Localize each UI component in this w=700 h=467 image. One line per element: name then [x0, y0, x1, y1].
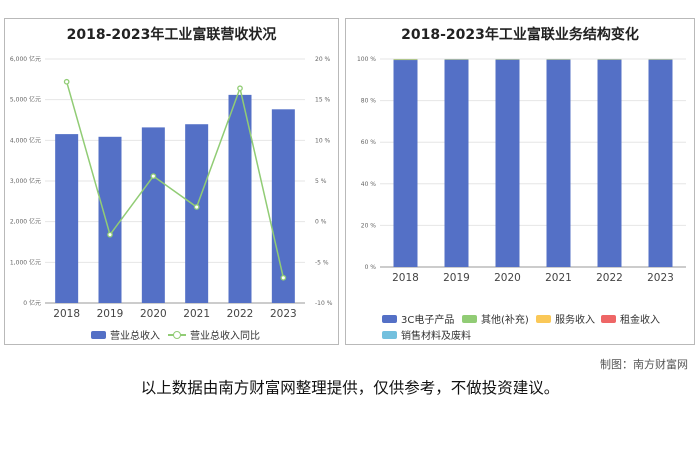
- revenue-chart-panel: 2018-2023年工业富联营收状况 0 亿元 -10 % 1,000 亿元 -5 %…: [4, 18, 339, 345]
- x-tick-label: 2018: [53, 308, 80, 320]
- x-tick-label: 2020: [494, 272, 521, 284]
- bar-revenue: [141, 127, 165, 303]
- y-tick-label: 100 %: [357, 56, 376, 63]
- legend-label-materials: 销售材料及废料: [401, 331, 471, 342]
- point-revenue-yoy: [280, 274, 287, 281]
- legend-swatch-rent: [601, 314, 616, 323]
- bar-segment: [444, 59, 469, 268]
- legend-label-3c: 3C电子产品: [401, 315, 455, 326]
- y-tick-label: 3,000 亿元: [10, 177, 41, 185]
- bar-revenue: [185, 124, 209, 303]
- bar-revenue: [271, 109, 295, 304]
- x-tick-label: 2019: [97, 308, 124, 320]
- bar-revenue: [228, 94, 252, 303]
- structure-chart-title: 2018-2023年工业富联业务结构变化: [401, 27, 639, 43]
- y-tick-label: 1,000 亿元: [10, 258, 41, 266]
- legend-swatch-revenue: [91, 330, 106, 339]
- point-revenue-yoy: [107, 231, 113, 238]
- bar-revenue: [55, 134, 79, 303]
- x-tick-label: 2018: [392, 272, 419, 284]
- legend-label-rent: 租金收入: [620, 315, 660, 326]
- legend-swatch-other: [462, 314, 477, 323]
- legend-swatch-service: [536, 314, 551, 323]
- y-tick-label: 0 %: [365, 264, 377, 271]
- bar-revenue: [98, 136, 122, 303]
- revenue-chart-legend: 营业总收入 营业总收入同比: [5, 327, 338, 342]
- legend-label-service: 服务收入: [555, 315, 595, 326]
- y-tick-label: 0 亿元: [23, 299, 41, 307]
- y-tick-label: 20 %: [361, 222, 377, 229]
- point-revenue-yoy: [150, 173, 157, 179]
- y2-tick-label: 0 %: [315, 219, 327, 226]
- y2-tick-label: -5 %: [315, 259, 329, 266]
- legend-item-revenue[interactable]: 营业总收入: [91, 327, 160, 342]
- x-tick-label: 2022: [227, 308, 254, 320]
- point-revenue-yoy: [237, 85, 243, 92]
- bar-segment: [393, 60, 418, 267]
- bar-segment: [495, 59, 520, 268]
- x-tick-label: 2021: [545, 272, 572, 284]
- x-tick-label: 2021: [183, 308, 210, 320]
- bar-segment: [597, 59, 622, 268]
- y-tick-label: 6,000 亿元: [10, 55, 41, 63]
- x-tick-label: 2019: [443, 272, 470, 284]
- line-revenue-yoy: [65, 81, 285, 278]
- y2-tick-label: 5 %: [315, 178, 327, 185]
- y2-tick-label: 20 %: [315, 56, 331, 63]
- legend-swatch-materials: [382, 330, 397, 339]
- point-revenue-yoy: [193, 204, 200, 210]
- legend-item-3c[interactable]: 3C电子产品: [382, 311, 454, 326]
- y-tick-label: 2,000 亿元: [10, 218, 41, 226]
- revenue-chart-title: 2018-2023年工业富联营收状况: [66, 27, 277, 43]
- x-tick-label: 2023: [270, 308, 297, 320]
- y-tick-label: 40 %: [361, 181, 377, 188]
- legend-swatch-3c: [382, 314, 397, 323]
- legend-item-rent[interactable]: 租金收入: [601, 311, 660, 326]
- revenue-chart-svg: 0 亿元 -10 % 1,000 亿元 -5 % 2,000 亿元 0 % 3,000 亿元…: [10, 55, 333, 320]
- x-tick-label: 2022: [596, 272, 623, 284]
- x-tick-label: 2020: [140, 308, 167, 320]
- x-tick-label: 2023: [647, 272, 674, 284]
- y2-tick-label: 15 %: [315, 97, 331, 104]
- y2-tick-label: -10 %: [315, 300, 333, 307]
- source-note: 制图：南方财富网: [600, 358, 688, 371]
- y-tick-label: 60 %: [361, 139, 377, 146]
- structure-chart-svg: 0 % 20 % 40 % 60 % 80 % 100 % 2018 2019 2020 2021…: [357, 56, 686, 284]
- disclaimer-text: 以上数据由南方财富网整理提供，仅供参考，不做投资建议。: [140, 379, 560, 397]
- point-revenue-yoy: [63, 78, 70, 85]
- legend-label-revenue: 营业总收入: [110, 331, 160, 342]
- bar-segment: [648, 59, 673, 268]
- y2-tick-label: 10 %: [315, 137, 331, 144]
- bar-segment: [393, 59, 418, 61]
- legend-swatch-revenue-yoy: [168, 330, 186, 339]
- legend-item-materials[interactable]: 销售材料及废料: [382, 327, 471, 342]
- legend-label-other: 其他(补充): [481, 315, 529, 326]
- y-tick-label: 80 %: [361, 98, 377, 105]
- structure-chart-legend: 3C电子产品 其他(补充) 服务收入 租金收入 销售材料及废料: [346, 311, 694, 343]
- legend-item-revenue-yoy[interactable]: 营业总收入同比: [168, 327, 260, 342]
- legend-item-other[interactable]: 其他(补充): [462, 311, 529, 326]
- structure-chart-panel: 2018-2023年工业富联业务结构变化 0 % 20 % 40 % 60 % 80 %…: [345, 18, 695, 345]
- legend-label-revenue-yoy: 营业总收入同比: [190, 331, 260, 342]
- bar-segment: [546, 59, 571, 268]
- y-tick-label: 5,000 亿元: [10, 96, 41, 104]
- y-tick-label: 4,000 亿元: [10, 136, 41, 144]
- legend-item-service[interactable]: 服务收入: [536, 311, 595, 326]
